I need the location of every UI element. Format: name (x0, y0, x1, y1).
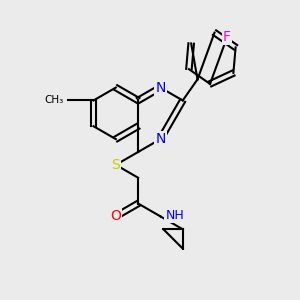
Text: NH: NH (165, 209, 184, 222)
Text: S: S (111, 158, 120, 172)
Text: N: N (155, 132, 166, 146)
Text: CH₃: CH₃ (44, 95, 64, 106)
Text: F: F (223, 30, 231, 44)
Text: N: N (155, 81, 166, 94)
Text: O: O (110, 209, 121, 224)
